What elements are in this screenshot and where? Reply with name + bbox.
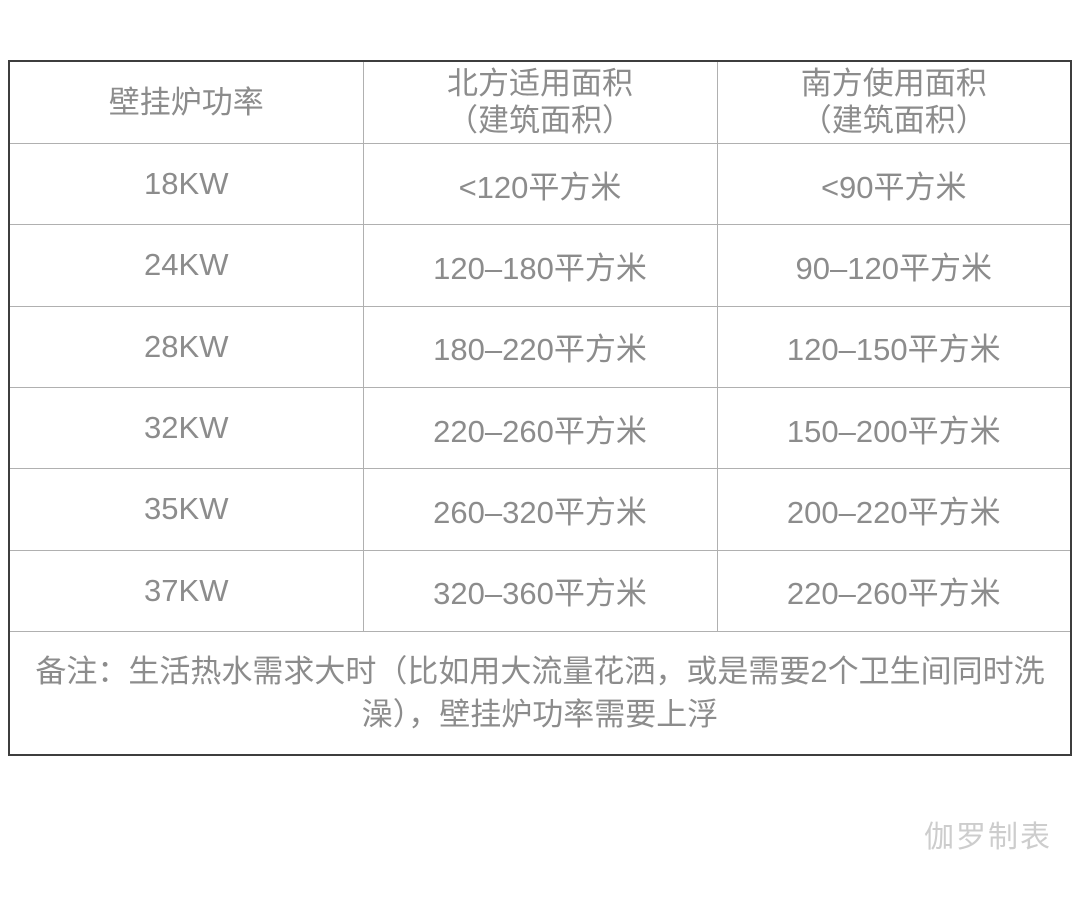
header-cell-north-area: 北方适用面积 （建筑面积） [362,60,718,144]
cell-power: 24KW [8,224,364,307]
cell-power: 18KW [8,142,364,226]
cell-north-area: 320–360平方米 [362,549,718,632]
table-row: 24KW 120–180平方米 90–120平方米 [8,224,1072,307]
table-note: 备注：生活热水需求大时（比如用大流量花洒，或是需要2个卫生间同时洗澡），壁挂炉功… [8,630,1072,756]
header-south-label: 南方使用面积 [800,65,987,101]
watermark-text: 伽罗制表 [924,821,1052,854]
table-row: 37KW 320–360平方米 220–260平方米 [8,549,1072,632]
cell-south-area: 200–220平方米 [716,468,1072,551]
cell-north-area: 220–260平方米 [362,386,718,470]
cell-south-area: 220–260平方米 [716,549,1072,632]
table-header-row: 壁挂炉功率 北方适用面积 （建筑面积） 南方使用面积 （建筑面积） [8,60,1072,144]
cell-power: 35KW [8,468,364,551]
header-cell-south-area: 南方使用面积 （建筑面积） [716,60,1072,144]
cell-south-area: 120–150平方米 [716,305,1072,388]
cell-south-area: <90平方米 [716,142,1072,226]
cell-power: 28KW [8,305,364,388]
header-cell-power: 壁挂炉功率 [8,60,364,144]
header-south-sub: （建筑面积） [800,103,987,139]
boiler-power-table: 壁挂炉功率 北方适用面积 （建筑面积） 南方使用面积 （建筑面积） [8,60,1072,756]
header-power-label: 壁挂炉功率 [108,84,264,120]
cell-north-area: 180–220平方米 [362,305,718,388]
cell-power: 37KW [8,549,364,632]
cell-south-area: 150–200平方米 [716,386,1072,470]
table-row: 35KW 260–320平方米 200–220平方米 [8,468,1072,551]
table-row: 28KW 180–220平方米 120–150平方米 [8,305,1072,388]
table-row: 32KW 220–260平方米 150–200平方米 [8,386,1072,470]
cell-south-area: 90–120平方米 [716,224,1072,307]
cell-north-area: 120–180平方米 [362,224,718,307]
cell-power: 32KW [8,386,364,470]
cell-north-area: <120平方米 [362,142,718,226]
header-north-label: 北方适用面积 [447,65,633,101]
table-row: 18KW <120平方米 <90平方米 [8,142,1072,226]
cell-north-area: 260–320平方米 [362,468,718,551]
table-note-row: 备注：生活热水需求大时（比如用大流量花洒，或是需要2个卫生间同时洗澡），壁挂炉功… [8,630,1072,756]
header-north-sub: （建筑面积） [447,103,633,139]
